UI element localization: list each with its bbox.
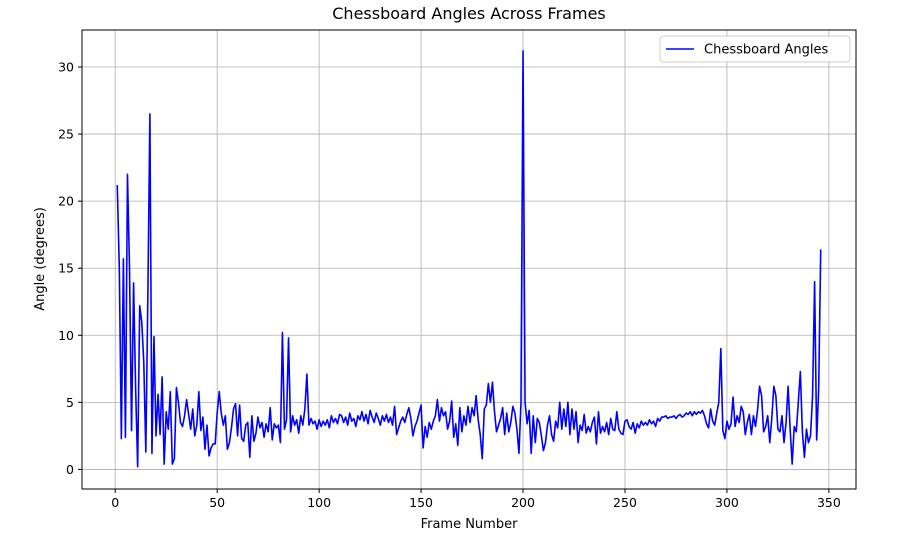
chart-title: Chessboard Angles Across Frames xyxy=(332,4,606,23)
y-axis-label: Angle (degrees) xyxy=(33,207,48,311)
y-tick-label: 0 xyxy=(66,462,74,477)
y-tick-label: 20 xyxy=(58,194,74,209)
x-axis-label: Frame Number xyxy=(421,517,519,532)
x-tick-label: 50 xyxy=(209,495,225,510)
y-tick-label: 30 xyxy=(58,60,74,75)
y-tick-label: 25 xyxy=(58,127,74,142)
x-tick-label: 150 xyxy=(409,495,433,510)
y-tick-label: 10 xyxy=(58,328,74,343)
data-line xyxy=(116,50,822,468)
x-tick-label: 100 xyxy=(307,495,331,510)
y-tick-label: 5 xyxy=(66,395,74,410)
x-tick-label: 300 xyxy=(715,495,739,510)
y-tick-label: 15 xyxy=(58,261,74,276)
x-tick-label: 200 xyxy=(511,495,535,510)
legend-label: Chessboard Angles xyxy=(704,43,829,58)
plot-frame xyxy=(81,29,857,490)
legend-box xyxy=(659,35,851,63)
x-tick-label: 0 xyxy=(111,495,119,510)
x-tick-label: 250 xyxy=(613,495,637,510)
x-tick-label: 350 xyxy=(817,495,841,510)
